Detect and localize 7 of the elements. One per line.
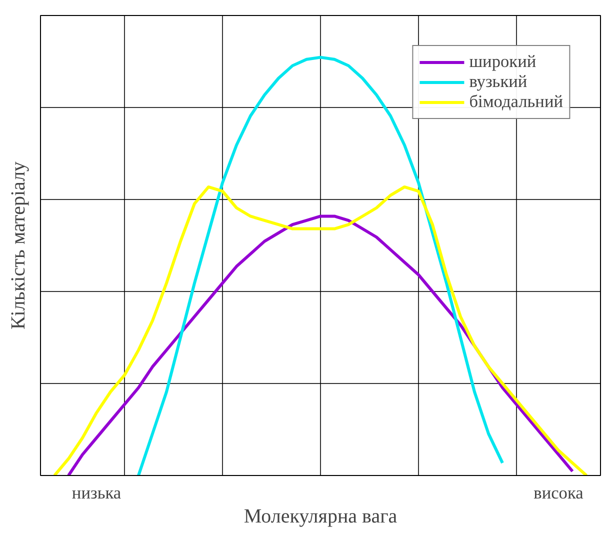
text: низька	[72, 484, 122, 502]
text: висока	[534, 484, 584, 502]
x-axis-title: Молекулярна вага	[244, 506, 398, 528]
y-axis-title: Кількість матеріалу	[8, 161, 30, 330]
legend-label: бімодальний	[469, 92, 563, 112]
legend-label: вузький	[469, 72, 528, 92]
legend-label: широкий	[469, 52, 536, 72]
